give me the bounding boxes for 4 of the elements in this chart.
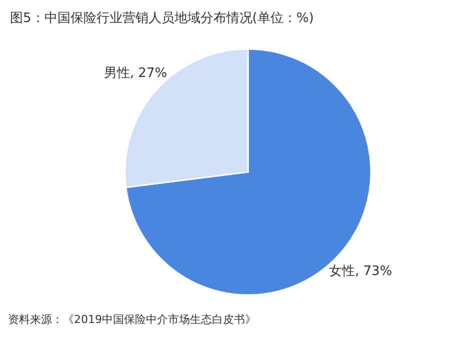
slice-label: 男性, 27%	[104, 66, 168, 81]
chart-title: 图5：中国保险行业营销人员地域分布情况(单位：%)	[10, 11, 314, 26]
slice-label: 女性, 73%	[328, 264, 392, 280]
text: 资料来源：《2019中国保险中介市场生态白皮书》	[8, 313, 256, 326]
